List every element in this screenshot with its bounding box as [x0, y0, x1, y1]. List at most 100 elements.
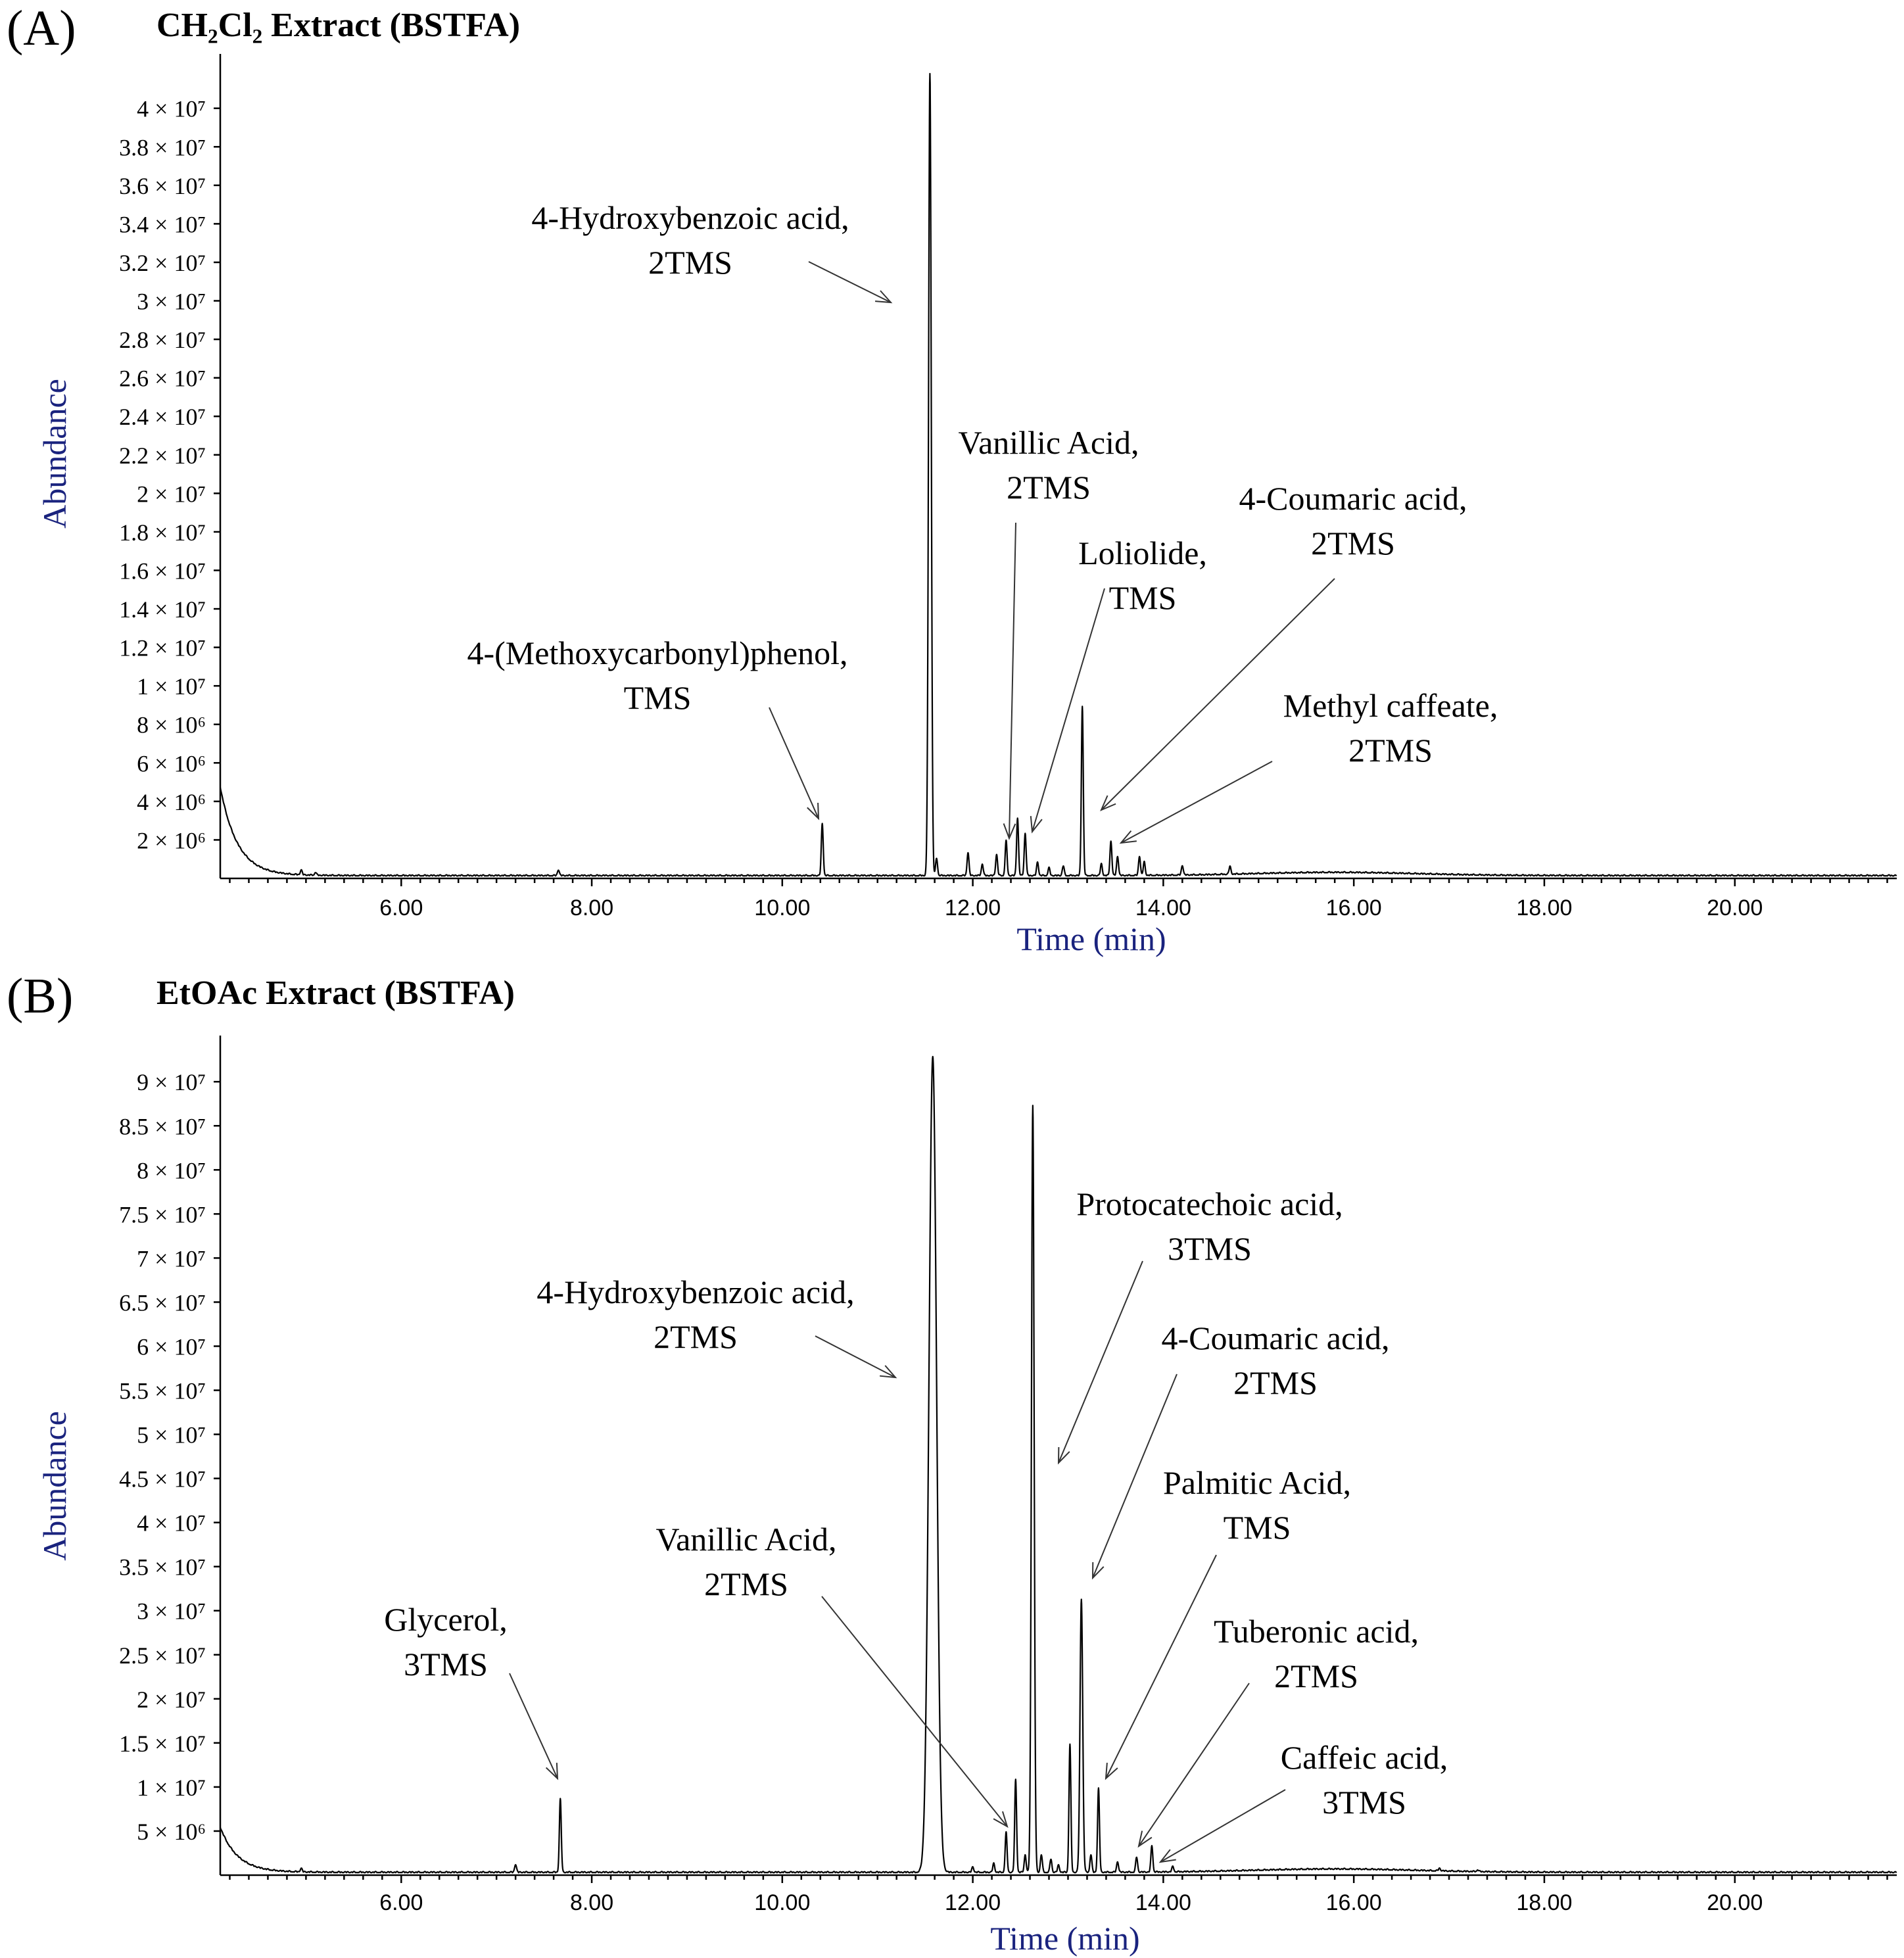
annotation-arrow	[808, 261, 892, 303]
arrowhead	[545, 1762, 559, 1780]
y-tick-label: 2.5 × 10⁷	[119, 1642, 206, 1669]
annotation-arrow	[1058, 1260, 1143, 1464]
x-tick-label: 18.00	[1516, 1890, 1572, 1915]
y-tick-label: 3.5 × 10⁷	[119, 1554, 206, 1581]
annotation-label: 2TMS	[648, 244, 732, 281]
y-tick-label: 1.8 × 10⁷	[119, 519, 206, 546]
annotation-label: 3TMS	[1322, 1784, 1406, 1821]
annotation-label: 2TMS	[1274, 1658, 1358, 1694]
annotation-arrow	[1138, 1683, 1250, 1847]
y-tick-label: 3.6 × 10⁷	[119, 173, 206, 199]
y-tick-label: 2 × 10⁷	[137, 481, 206, 507]
y-tick-label: 3 × 10⁷	[137, 289, 206, 315]
peak-annotation: 4-Hydroxybenzoic acid, 2TMS	[531, 199, 893, 304]
y-tick-label: 1 × 10⁷	[137, 1775, 206, 1801]
y-tick-label: 4 × 10⁷	[137, 96, 206, 122]
x-tick-label: 8.00	[570, 1890, 613, 1915]
x-tick-label: 6.00	[379, 1890, 423, 1915]
annotation-label: TMS	[624, 679, 692, 716]
x-tick-label: 10.00	[754, 1890, 810, 1915]
y-tick-label: 4 × 10⁶	[137, 789, 206, 815]
y-tick-label: 3.4 × 10⁷	[119, 211, 206, 237]
annotation-arrow	[821, 1596, 1008, 1827]
y-tick-label: 3 × 10⁷	[137, 1598, 206, 1625]
annotation-arrow	[1032, 588, 1105, 832]
annotation-label: 2TMS	[1007, 469, 1091, 506]
arrowhead	[1158, 1849, 1176, 1863]
y-tick-label: 2 × 10⁷	[137, 1686, 206, 1713]
y-tick-label: 3.2 × 10⁷	[119, 250, 206, 276]
peak-annotation: Protocatechoic acid, 3TMS	[1057, 1185, 1343, 1465]
annotation-label: 3TMS	[1168, 1230, 1252, 1267]
x-tick-label: 8.00	[570, 895, 613, 920]
y-tick-label: 8.5 × 10⁷	[119, 1113, 206, 1139]
arrowhead	[1119, 830, 1137, 844]
annotation-label: Vanillic Acid,	[959, 424, 1139, 461]
y-tick-label: 1.2 × 10⁷	[119, 635, 206, 661]
annotation-label: Vanillic Acid,	[656, 1521, 837, 1558]
y-tick-label: 6.5 × 10⁷	[119, 1289, 206, 1316]
annotation-label: 2TMS	[1311, 525, 1395, 561]
annotation-arrow	[815, 1335, 896, 1378]
arrowhead	[1003, 823, 1016, 840]
y-tick-label: 2.4 × 10⁷	[119, 404, 206, 430]
annotation-label: Glycerol,	[384, 1601, 507, 1638]
y-tick-label: 4 × 10⁷	[137, 1510, 206, 1537]
chart-panel-a: (A) CH₂Cl₂ Extract (BSTFA) 2 × 10⁶ 4 × 10⁶ 6…	[7, 1, 1897, 957]
y-axis-title: Abundance	[36, 1411, 73, 1561]
y-tick-label: 8 × 10⁶	[137, 712, 206, 738]
y-tick-label: 5 × 10⁷	[137, 1422, 206, 1448]
x-tick-label: 20.00	[1707, 895, 1763, 920]
annotation-label: Palmitic Acid,	[1163, 1464, 1351, 1501]
annotation-label: 2TMS	[1348, 732, 1433, 769]
x-tick-label: 12.00	[945, 1890, 1001, 1915]
panel-label: (B)	[7, 968, 73, 1024]
arrowhead	[1100, 795, 1116, 811]
x-tick-label: 14.00	[1135, 1890, 1191, 1915]
y-tick-label: 2.8 × 10⁷	[119, 327, 206, 353]
annotation-label: 4-Hydroxybenzoic acid,	[531, 199, 849, 236]
annotation-arrow	[1092, 1373, 1178, 1579]
x-tick-label: 14.00	[1135, 895, 1191, 920]
arrowhead	[1137, 1830, 1153, 1848]
y-tick-label: 8 × 10⁷	[137, 1157, 206, 1183]
y-tick-label: 6 × 10⁷	[137, 1333, 206, 1360]
peak-annotation: 4-Coumaric acid, 2TMS	[1091, 1320, 1390, 1580]
annotation-arrow	[509, 1673, 558, 1779]
y-tick-label: 2.2 × 10⁷	[119, 442, 206, 469]
y-tick-label: 1.4 × 10⁷	[119, 596, 206, 623]
arrowhead	[1057, 1446, 1070, 1465]
arrowhead	[880, 1365, 897, 1379]
y-tick-label: 1.5 × 10⁷	[119, 1731, 206, 1757]
peak-annotation: Palmitic Acid, TMS	[1105, 1464, 1351, 1780]
peak-annotation: Tuberonic acid, 2TMS	[1137, 1613, 1419, 1848]
x-tick-label: 16.00	[1326, 895, 1382, 920]
peak-annotation: 4-(Methoxycarbonyl)phenol, TMS	[467, 634, 848, 821]
annotation-label: Loliolide,	[1078, 535, 1207, 571]
annotation-arrow	[1009, 522, 1016, 839]
y-tick-label: 5.5 × 10⁷	[119, 1378, 206, 1404]
peak-annotation: 4-Hydroxybenzoic acid, 2TMS	[536, 1274, 897, 1379]
annotation-label: 2TMS	[704, 1565, 788, 1602]
peak-annotation: Vanillic Acid, 2TMS	[959, 424, 1139, 840]
y-axis-title: Abundance	[36, 379, 73, 529]
chart-title: CH₂Cl₂ Extract (BSTFA)	[156, 7, 520, 44]
peak-annotation: 4-Coumaric acid, 2TMS	[1100, 480, 1467, 811]
peak-annotation: Glycerol, 3TMS	[384, 1601, 559, 1780]
peak-annotation: Methyl caffeate, 2TMS	[1119, 687, 1498, 844]
y-tick-label: 4.5 × 10⁷	[119, 1466, 206, 1492]
annotation-label: Methyl caffeate,	[1283, 687, 1498, 724]
peak-annotation: Caffeic acid, 3TMS	[1158, 1739, 1448, 1863]
x-tick-label: 18.00	[1516, 895, 1572, 920]
annotation-arrow	[769, 707, 819, 819]
arrowhead	[993, 1811, 1009, 1828]
annotation-label: TMS	[1109, 579, 1177, 616]
y-tick-label: 6 × 10⁶	[137, 750, 206, 776]
x-tick-label: 6.00	[379, 895, 423, 920]
annotation-label: Protocatechoic acid,	[1076, 1185, 1343, 1222]
peak-annotation: Loliolide, TMS	[1030, 535, 1207, 834]
annotation-label: 4-Hydroxybenzoic acid,	[536, 1274, 854, 1310]
x-tick-label: 12.00	[945, 895, 1001, 920]
y-tick-label: 1 × 10⁷	[137, 673, 206, 700]
